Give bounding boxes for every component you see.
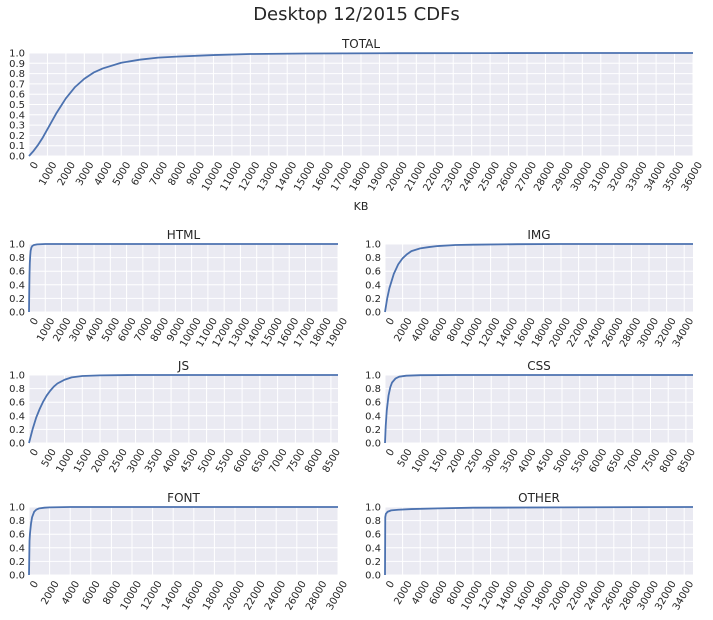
chart-other: OTHER0.00.20.40.60.81.002000400060008000… — [365, 491, 696, 612]
chart-html: HTML0.00.20.40.60.81.0010002000300040005… — [9, 228, 350, 349]
y-tick-label: 0.4 — [9, 280, 25, 291]
plot-area — [385, 244, 693, 312]
y-tick-label: 0.1 — [9, 141, 25, 152]
x-tick-label: 2000 — [39, 579, 61, 607]
y-tick-label: 1.0 — [9, 503, 25, 514]
y-tick-label: 0.0 — [365, 571, 381, 582]
y-tick-label: 0.9 — [9, 59, 25, 70]
chart-title: JS — [177, 359, 189, 373]
y-tick-label: 0.8 — [9, 384, 25, 395]
y-tick-label: 0.0 — [365, 439, 381, 450]
y-tick-label: 0.8 — [365, 384, 381, 395]
x-tick-label: 0 — [384, 447, 397, 458]
y-tick-label: 0.8 — [9, 69, 25, 80]
chart-css: CSS0.00.20.40.60.81.00500100015002000250… — [365, 359, 698, 475]
chart-title: CSS — [527, 359, 551, 373]
y-tick-label: 0.3 — [9, 121, 25, 132]
chart-title: TOTAL — [341, 37, 380, 51]
y-tick-label: 0.2 — [9, 131, 25, 142]
y-tick-label: 0.4 — [9, 411, 25, 422]
y-tick-label: 0.2 — [365, 557, 381, 568]
y-tick-label: 0.0 — [9, 571, 25, 582]
y-tick-label: 0.4 — [9, 543, 25, 554]
y-tick-label: 0.4 — [365, 280, 381, 291]
y-tick-label: 0.4 — [9, 110, 25, 121]
y-tick-label: 0.4 — [365, 543, 381, 554]
x-tick-label: 0 — [28, 316, 41, 327]
y-tick-label: 0.2 — [365, 294, 381, 305]
x-tick-label: 8500 — [321, 447, 343, 475]
series-line — [384, 374, 693, 444]
y-tick-label: 0.6 — [365, 398, 381, 409]
y-tick-label: 1.0 — [365, 371, 381, 382]
y-tick-label: 0.6 — [9, 530, 25, 541]
y-tick-label: 1.0 — [9, 240, 25, 251]
y-tick-label: 0.6 — [9, 267, 25, 278]
series-line — [28, 374, 338, 444]
x-axis-label: KB — [354, 200, 369, 213]
series-line — [28, 52, 693, 157]
y-tick-label: 1.0 — [9, 49, 25, 60]
plot-area — [29, 244, 338, 312]
chart-title: IMG — [527, 228, 550, 242]
series-line — [384, 243, 693, 313]
y-tick-label: 1.0 — [9, 371, 25, 382]
y-tick-label: 0.2 — [9, 425, 25, 436]
y-tick-label: 0.6 — [365, 530, 381, 541]
x-tick-label: 4000 — [60, 579, 82, 607]
y-tick-label: 0.4 — [365, 411, 381, 422]
series-line — [384, 506, 694, 576]
chart-total: TOTAL0.00.10.20.30.40.50.60.70.80.91.001… — [9, 37, 705, 213]
y-tick-label: 1.0 — [365, 503, 381, 514]
chart-title: HTML — [167, 228, 201, 242]
chart-font: FONT0.00.20.40.60.81.0020004000600080001… — [9, 491, 350, 612]
chart-js: JS0.00.20.40.60.81.005001000150020002500… — [9, 359, 343, 475]
y-tick-label: 0.8 — [9, 253, 25, 264]
chart-img: IMG0.00.20.40.60.81.00200040006000800010… — [365, 228, 696, 349]
y-tick-label: 0.6 — [9, 90, 25, 101]
x-tick-label: 8500 — [676, 447, 698, 475]
plot-area — [385, 507, 693, 575]
x-tick-label: 0 — [28, 160, 41, 171]
x-tick-label: 6000 — [81, 579, 103, 607]
y-tick-label: 0.0 — [9, 439, 25, 450]
y-tick-label: 0.2 — [9, 557, 25, 568]
y-tick-label: 0.5 — [9, 100, 25, 111]
x-tick-label: 0 — [384, 579, 397, 590]
plot-area — [29, 375, 338, 443]
y-tick-label: 0.8 — [365, 253, 381, 264]
y-tick-label: 0.7 — [9, 79, 25, 90]
y-tick-label: 0.0 — [9, 308, 25, 319]
series-line — [28, 506, 338, 576]
figure-title: Desktop 12/2015 CDFs — [253, 4, 460, 25]
y-tick-label: 0.0 — [9, 152, 25, 163]
chart-title: FONT — [167, 491, 200, 505]
plot-area — [385, 375, 693, 443]
x-tick-label: 0 — [28, 447, 41, 458]
x-tick-label: 0 — [384, 316, 397, 327]
y-tick-label: 0.2 — [9, 294, 25, 305]
y-tick-label: 0.6 — [365, 267, 381, 278]
y-tick-label: 1.0 — [365, 240, 381, 251]
y-tick-label: 0.2 — [365, 425, 381, 436]
y-tick-label: 0.8 — [9, 516, 25, 527]
y-tick-label: 0.8 — [365, 516, 381, 527]
plot-area — [29, 507, 338, 575]
series-line — [28, 243, 338, 313]
y-tick-label: 0.0 — [365, 308, 381, 319]
y-tick-label: 0.6 — [9, 398, 25, 409]
x-tick-label: 0 — [28, 579, 41, 590]
chart-title: OTHER — [518, 491, 560, 505]
